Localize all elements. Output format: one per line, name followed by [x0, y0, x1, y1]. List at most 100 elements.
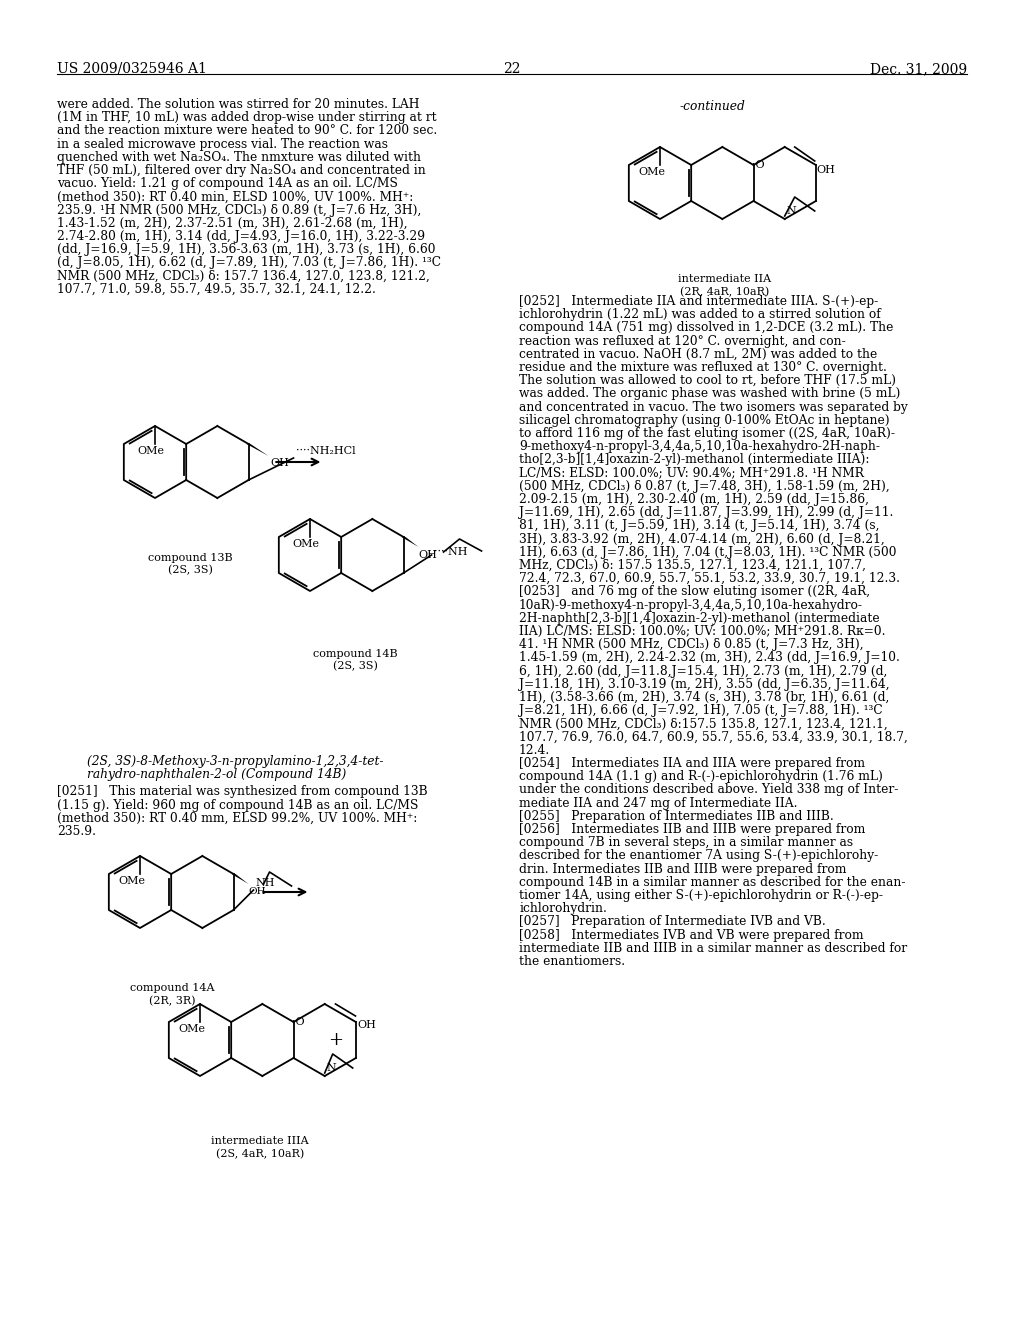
- Text: residue and the mixture was refluxed at 130° C. overnight.: residue and the mixture was refluxed at …: [519, 360, 887, 374]
- Text: N: N: [786, 206, 797, 216]
- Text: (2R, 3R): (2R, 3R): [148, 997, 196, 1006]
- Text: -continued: -continued: [680, 100, 745, 114]
- Text: (method 350): RT 0.40 min, ELSD 100%, UV 100%. MH⁺:: (method 350): RT 0.40 min, ELSD 100%, UV…: [57, 190, 414, 203]
- Text: The solution was allowed to cool to rt, before THF (17.5 mL): The solution was allowed to cool to rt, …: [519, 374, 896, 387]
- Text: (2S, 3S)-8-Methoxy-3-n-propylamino-1,2,3,4-tet-: (2S, 3S)-8-Methoxy-3-n-propylamino-1,2,3…: [87, 755, 384, 768]
- Text: compound 7B in several steps, in a similar manner as: compound 7B in several steps, in a simil…: [519, 836, 853, 849]
- Text: OH: OH: [817, 165, 836, 176]
- Text: compound 14A (1.1 g) and R-(-)-epichlorohydrin (1.76 mL): compound 14A (1.1 g) and R-(-)-epichloro…: [519, 770, 883, 783]
- Text: 2.09-2.15 (m, 1H), 2.30-2.40 (m, 1H), 2.59 (dd, J=15.86,: 2.09-2.15 (m, 1H), 2.30-2.40 (m, 1H), 2.…: [519, 492, 869, 506]
- Text: 1H), 6.63 (d, J=7.86, 1H), 7.04 (t,J=8.03, 1H). ¹³C NMR (500: 1H), 6.63 (d, J=7.86, 1H), 7.04 (t,J=8.0…: [519, 545, 896, 558]
- Text: reaction was refluxed at 120° C. overnight, and con-: reaction was refluxed at 120° C. overnig…: [519, 334, 846, 347]
- Text: J=11.69, 1H), 2.65 (dd, J=11.87, J=3.99, 1H), 2.99 (d, J=11.: J=11.69, 1H), 2.65 (dd, J=11.87, J=3.99,…: [519, 506, 893, 519]
- Text: (2R, 4aR, 10aR): (2R, 4aR, 10aR): [680, 286, 770, 297]
- Text: (1.15 g). Yield: 960 mg of compound 14B as an oil. LC/MS: (1.15 g). Yield: 960 mg of compound 14B …: [57, 799, 419, 812]
- Text: (2S, 4aR, 10aR): (2S, 4aR, 10aR): [216, 1148, 304, 1159]
- Text: 72.4, 72.3, 67.0, 60.9, 55.7, 55.1, 53.2, 33.9, 30.7, 19.1, 12.3.: 72.4, 72.3, 67.0, 60.9, 55.7, 55.1, 53.2…: [519, 572, 900, 585]
- Text: IIA) LC/MS: ELSD: 100.0%; UV: 100.0%; MH⁺291.8. Rᴋ=0.: IIA) LC/MS: ELSD: 100.0%; UV: 100.0%; MH…: [519, 624, 886, 638]
- Text: 235.9. ¹H NMR (500 MHz, CDCl₃) δ 0.89 (t, J=7.6 Hz, 3H),: 235.9. ¹H NMR (500 MHz, CDCl₃) δ 0.89 (t…: [57, 203, 421, 216]
- Text: [0252]   Intermediate IIA and intermediate IIIA. S-(+)-ep-: [0252] Intermediate IIA and intermediate…: [519, 294, 879, 308]
- Text: 235.9.: 235.9.: [57, 825, 96, 838]
- Text: 1.43-1.52 (m, 2H), 2.37-2.51 (m, 3H), 2.61-2.68 (m, 1H),: 1.43-1.52 (m, 2H), 2.37-2.51 (m, 3H), 2.…: [57, 216, 408, 230]
- Text: and the reaction mixture were heated to 90° C. for 1200 sec.: and the reaction mixture were heated to …: [57, 124, 437, 137]
- Text: NH: NH: [256, 878, 275, 888]
- Text: compound 14B in a similar manner as described for the enan-: compound 14B in a similar manner as desc…: [519, 875, 905, 888]
- Text: 1H), (3.58-3.66 (m, 2H), 3.74 (s, 3H), 3.78 (br, 1H), 6.61 (d,: 1H), (3.58-3.66 (m, 2H), 3.74 (s, 3H), 3…: [519, 690, 890, 704]
- Text: tho[2,3-b][1,4]oxazin-2-yl)-methanol (intermediate IIIA):: tho[2,3-b][1,4]oxazin-2-yl)-methanol (in…: [519, 453, 869, 466]
- Text: 2.74-2.80 (m, 1H), 3.14 (dd, J=4.93, J=16.0, 1H), 3.22-3.29: 2.74-2.80 (m, 1H), 3.14 (dd, J=4.93, J=1…: [57, 230, 425, 243]
- Text: MHz, CDCl₃) δ: 157.5 135.5, 127.1, 123.4, 121.1, 107.7,: MHz, CDCl₃) δ: 157.5 135.5, 127.1, 123.4…: [519, 558, 866, 572]
- Text: +: +: [328, 1031, 343, 1049]
- Text: OH: OH: [249, 887, 266, 896]
- Text: OMe: OMe: [292, 539, 319, 549]
- Text: N: N: [327, 1063, 337, 1073]
- Text: ····NH: ····NH: [433, 546, 467, 557]
- Text: J=8.21, 1H), 6.66 (d, J=7.92, 1H), 7.05 (t, J=7.88, 1H). ¹³C: J=8.21, 1H), 6.66 (d, J=7.92, 1H), 7.05 …: [519, 704, 883, 717]
- Text: OH: OH: [270, 458, 290, 469]
- Text: OMe: OMe: [118, 876, 145, 886]
- Text: under the conditions described above. Yield 338 mg of Inter-: under the conditions described above. Yi…: [519, 783, 898, 796]
- Text: 9-methoxy4-n-propyl-3,4,4a,5,10,10a-hexahydro-2H-naph-: 9-methoxy4-n-propyl-3,4,4a,5,10,10a-hexa…: [519, 440, 880, 453]
- Text: OMe: OMe: [638, 168, 665, 177]
- Text: intermediate IIA: intermediate IIA: [679, 275, 771, 284]
- Text: described for the enantiomer 7A using S-(+)-epichlorohy-: described for the enantiomer 7A using S-…: [519, 849, 879, 862]
- Text: Dec. 31, 2009: Dec. 31, 2009: [869, 62, 967, 77]
- Text: 10aR)-9-methoxy4-n-propyl-3,4,4a,5,10,10a-hexahydro-: 10aR)-9-methoxy4-n-propyl-3,4,4a,5,10,10…: [519, 598, 863, 611]
- Text: was added. The organic phase was washed with brine (5 mL): was added. The organic phase was washed …: [519, 387, 900, 400]
- Text: tiomer 14A, using either S-(+)-epichlorohydrin or R-(-)-ep-: tiomer 14A, using either S-(+)-epichloro…: [519, 888, 883, 902]
- Text: compound 13B: compound 13B: [147, 553, 232, 564]
- Text: compound 14A: compound 14A: [130, 983, 214, 993]
- Text: 2H-naphth[2,3-b][1,4]oxazin-2-yl)-methanol (intermediate: 2H-naphth[2,3-b][1,4]oxazin-2-yl)-methan…: [519, 611, 880, 624]
- Text: intermediate IIIA: intermediate IIIA: [211, 1137, 309, 1146]
- Text: 6, 1H), 2.60 (dd, J=11.8,J=15.4, 1H), 2.73 (m, 1H), 2.79 (d,: 6, 1H), 2.60 (dd, J=11.8,J=15.4, 1H), 2.…: [519, 664, 888, 677]
- Text: centrated in vacuo. NaOH (8.7 mL, 2M) was added to the: centrated in vacuo. NaOH (8.7 mL, 2M) wa…: [519, 347, 878, 360]
- Text: compound 14B: compound 14B: [312, 649, 397, 659]
- Text: [0254]   Intermediates IIA and IIIA were prepared from: [0254] Intermediates IIA and IIIA were p…: [519, 756, 865, 770]
- Text: to afford 116 mg of the fast eluting isomer ((2S, 4aR, 10aR)-: to afford 116 mg of the fast eluting iso…: [519, 426, 895, 440]
- Text: vacuo. Yield: 1.21 g of compound 14A as an oil. LC/MS: vacuo. Yield: 1.21 g of compound 14A as …: [57, 177, 398, 190]
- Text: (1M in THF, 10 mL) was added drop-wise under stirring at rt: (1M in THF, 10 mL) was added drop-wise u…: [57, 111, 436, 124]
- Text: 81, 1H), 3.11 (t, J=5.59, 1H), 3.14 (t, J=5.14, 1H), 3.74 (s,: 81, 1H), 3.11 (t, J=5.59, 1H), 3.14 (t, …: [519, 519, 880, 532]
- Text: 22: 22: [503, 62, 521, 77]
- Text: and concentrated in vacuo. The two isomers was separated by: and concentrated in vacuo. The two isome…: [519, 400, 907, 413]
- Text: NMR (500 MHz, CDCl₃) δ:157.5 135.8, 127.1, 123.4, 121.1,: NMR (500 MHz, CDCl₃) δ:157.5 135.8, 127.…: [519, 717, 888, 730]
- Text: [0256]   Intermediates IIB and IIIB were prepared from: [0256] Intermediates IIB and IIIB were p…: [519, 822, 865, 836]
- Text: [0255]   Preparation of Intermediates IIB and IIIB.: [0255] Preparation of Intermediates IIB …: [519, 809, 834, 822]
- Polygon shape: [247, 444, 268, 455]
- Text: (2S, 3S): (2S, 3S): [168, 565, 212, 576]
- Text: silicagel chromatography (using 0-100% EtOAc in heptane): silicagel chromatography (using 0-100% E…: [519, 413, 890, 426]
- Text: ····NH₂HCl: ····NH₂HCl: [296, 446, 355, 455]
- Text: ichlorohydrin (1.22 mL) was added to a stirred solution of: ichlorohydrin (1.22 mL) was added to a s…: [519, 308, 881, 321]
- Text: 3H), 3.83-3.92 (m, 2H), 4.07-4.14 (m, 2H), 6.60 (d, J=8.21,: 3H), 3.83-3.92 (m, 2H), 4.07-4.14 (m, 2H…: [519, 532, 885, 545]
- Text: in a sealed microwave process vial. The reaction was: in a sealed microwave process vial. The …: [57, 137, 388, 150]
- Text: 107.7, 76.9, 76.0, 64.7, 60.9, 55.7, 55.6, 53.4, 33.9, 30.1, 18.7,: 107.7, 76.9, 76.0, 64.7, 60.9, 55.7, 55.…: [519, 730, 908, 743]
- Text: intermediate IIB and IIIB in a similar manner as described for: intermediate IIB and IIIB in a similar m…: [519, 941, 907, 954]
- Text: compound 14A (751 mg) dissolved in 1,2-DCE (3.2 mL). The: compound 14A (751 mg) dissolved in 1,2-D…: [519, 321, 893, 334]
- Text: (2S, 3S): (2S, 3S): [333, 661, 378, 672]
- Polygon shape: [231, 874, 249, 884]
- Text: drin. Intermediates IIB and IIIB were prepared from: drin. Intermediates IIB and IIIB were pr…: [519, 862, 847, 875]
- Text: (dd, J=16.9, J=5.9, 1H), 3.56-3.63 (m, 1H), 3.73 (s, 1H), 6.60: (dd, J=16.9, J=5.9, 1H), 3.56-3.63 (m, 1…: [57, 243, 435, 256]
- Text: OH: OH: [357, 1020, 377, 1030]
- Text: (method 350): RT 0.40 mm, ELSD 99.2%, UV 100%. MH⁺:: (method 350): RT 0.40 mm, ELSD 99.2%, UV…: [57, 812, 418, 825]
- Text: 1.45-1.59 (m, 2H), 2.24-2.32 (m, 3H), 2.43 (dd, J=16.9, J=10.: 1.45-1.59 (m, 2H), 2.24-2.32 (m, 3H), 2.…: [519, 651, 900, 664]
- Text: THF (50 mL), filtered over dry Na₂SO₄ and concentrated in: THF (50 mL), filtered over dry Na₂SO₄ an…: [57, 164, 426, 177]
- Text: [0251]   This material was synthesized from compound 13B: [0251] This material was synthesized fro…: [57, 785, 428, 799]
- Text: 107.7, 71.0, 59.8, 55.7, 49.5, 35.7, 32.1, 24.1, 12.2.: 107.7, 71.0, 59.8, 55.7, 49.5, 35.7, 32.…: [57, 282, 376, 296]
- Text: (d, J=8.05, 1H), 6.62 (d, J=7.89, 1H), 7.03 (t, J=7.86, 1H). ¹³C: (d, J=8.05, 1H), 6.62 (d, J=7.89, 1H), 7…: [57, 256, 441, 269]
- Text: NMR (500 MHz, CDCl₃) δ: 157.7 136.4, 127.0, 123.8, 121.2,: NMR (500 MHz, CDCl₃) δ: 157.7 136.4, 127…: [57, 269, 430, 282]
- Text: J=11.18, 1H), 3.10-3.19 (m, 2H), 3.55 (dd, J=6.35, J=11.64,: J=11.18, 1H), 3.10-3.19 (m, 2H), 3.55 (d…: [519, 677, 890, 690]
- Text: US 2009/0325946 A1: US 2009/0325946 A1: [57, 62, 207, 77]
- Text: [0257]   Preparation of Intermediate IVB and VB.: [0257] Preparation of Intermediate IVB a…: [519, 915, 825, 928]
- Text: ·O: ·O: [752, 160, 764, 170]
- Text: OMe: OMe: [137, 446, 164, 455]
- Text: quenched with wet Na₂SO₄. The nmxture was diluted with: quenched with wet Na₂SO₄. The nmxture wa…: [57, 150, 421, 164]
- Text: LC/MS: ELSD: 100.0%; UV: 90.4%; MH⁺291.8. ¹H NMR: LC/MS: ELSD: 100.0%; UV: 90.4%; MH⁺291.8…: [519, 466, 864, 479]
- Text: were added. The solution was stirred for 20 minutes. LAH: were added. The solution was stirred for…: [57, 98, 420, 111]
- Text: rahydro-naphthalen-2-ol (Compound 14B): rahydro-naphthalen-2-ol (Compound 14B): [87, 768, 346, 781]
- Text: [0258]   Intermediates IVB and VB were prepared from: [0258] Intermediates IVB and VB were pre…: [519, 928, 863, 941]
- Text: ·O: ·O: [292, 1016, 304, 1027]
- Text: (500 MHz, CDCl₃) δ 0.87 (t, J=7.48, 3H), 1.58-1.59 (m, 2H),: (500 MHz, CDCl₃) δ 0.87 (t, J=7.48, 3H),…: [519, 479, 890, 492]
- Text: ichlorohydrin.: ichlorohydrin.: [519, 902, 607, 915]
- Text: the enantiomers.: the enantiomers.: [519, 954, 625, 968]
